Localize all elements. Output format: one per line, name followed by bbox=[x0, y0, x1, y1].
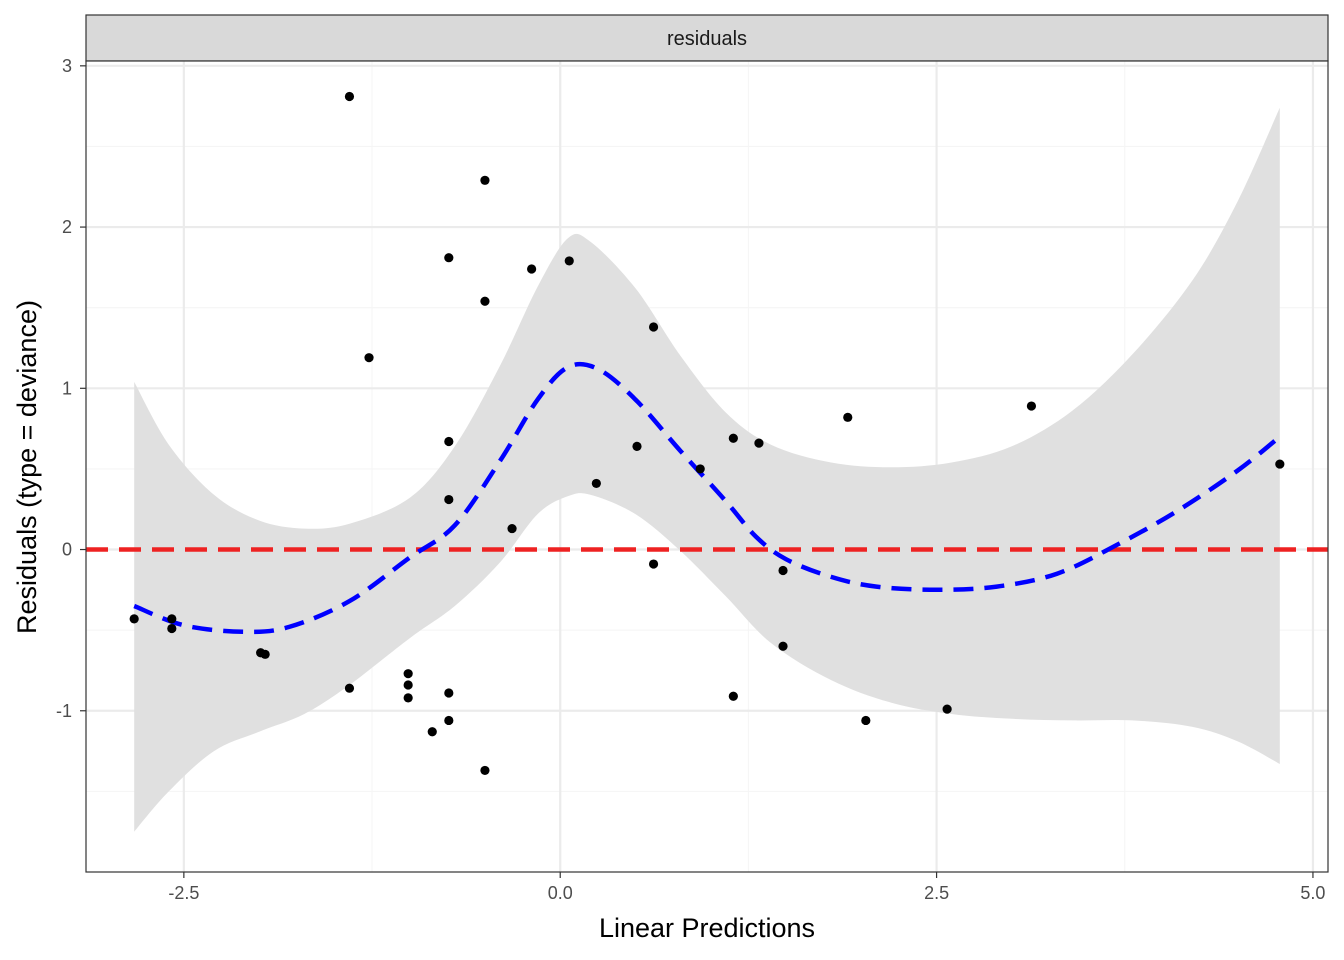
facet-strip-background bbox=[85, 14, 1329, 62]
data-point bbox=[648, 559, 659, 569]
data-point bbox=[778, 565, 788, 576]
data-point bbox=[480, 296, 490, 306]
data-point bbox=[427, 727, 437, 737]
data-point bbox=[444, 688, 454, 698]
y-tick-label: 0 bbox=[62, 540, 72, 560]
data-point bbox=[843, 412, 853, 422]
data-point bbox=[344, 91, 355, 102]
data-point bbox=[728, 691, 738, 701]
y-tick-label: -1 bbox=[56, 701, 72, 721]
data-point bbox=[444, 253, 454, 263]
data-point bbox=[861, 715, 871, 726]
data-point bbox=[1026, 401, 1037, 411]
residual-points bbox=[129, 91, 1285, 776]
y-tick-label: 2 bbox=[62, 217, 72, 237]
panel bbox=[85, 60, 1329, 873]
data-point bbox=[167, 623, 177, 634]
data-point bbox=[444, 715, 454, 726]
x-tick-label: 5.0 bbox=[1300, 883, 1325, 903]
data-point bbox=[695, 464, 705, 474]
y-tick-label: 1 bbox=[62, 378, 72, 398]
data-point bbox=[778, 641, 788, 651]
data-point bbox=[507, 523, 517, 534]
data-point bbox=[260, 649, 270, 659]
data-point bbox=[754, 438, 764, 448]
confidence-ribbon bbox=[134, 107, 1280, 832]
data-point bbox=[444, 494, 454, 505]
facet-strip-label: residuals bbox=[667, 28, 747, 50]
x-axis-ticks: -2.5 0.0 2.5 5.0 bbox=[168, 872, 1325, 903]
y-tick-label: 3 bbox=[62, 56, 72, 76]
data-point bbox=[1275, 459, 1285, 469]
data-point bbox=[480, 765, 490, 776]
data-point bbox=[444, 436, 454, 447]
data-point bbox=[632, 441, 642, 451]
data-point bbox=[564, 256, 574, 266]
y-axis-ticks: -1 0 1 2 3 bbox=[56, 56, 86, 721]
x-tick-label: 2.5 bbox=[924, 883, 949, 903]
data-point bbox=[527, 264, 537, 274]
data-point bbox=[403, 680, 413, 690]
x-tick-label: 0.0 bbox=[548, 883, 573, 903]
data-point bbox=[129, 614, 139, 624]
data-point bbox=[344, 683, 355, 693]
data-point bbox=[728, 433, 738, 443]
data-point bbox=[403, 669, 413, 679]
x-tick-label: -2.5 bbox=[168, 883, 199, 903]
x-axis-title: Linear Predictions bbox=[599, 913, 815, 943]
data-point bbox=[591, 478, 601, 489]
panel-border bbox=[85, 60, 1329, 873]
y-axis-title: Residuals (type = deviance) bbox=[12, 300, 42, 634]
smooth-trend-line bbox=[133, 361, 1282, 635]
facet-strip: residuals bbox=[85, 14, 1329, 62]
data-point bbox=[167, 614, 177, 624]
data-point bbox=[648, 322, 659, 332]
data-point bbox=[942, 704, 952, 714]
data-point bbox=[364, 353, 374, 363]
data-point bbox=[480, 175, 490, 185]
data-point bbox=[403, 693, 413, 703]
